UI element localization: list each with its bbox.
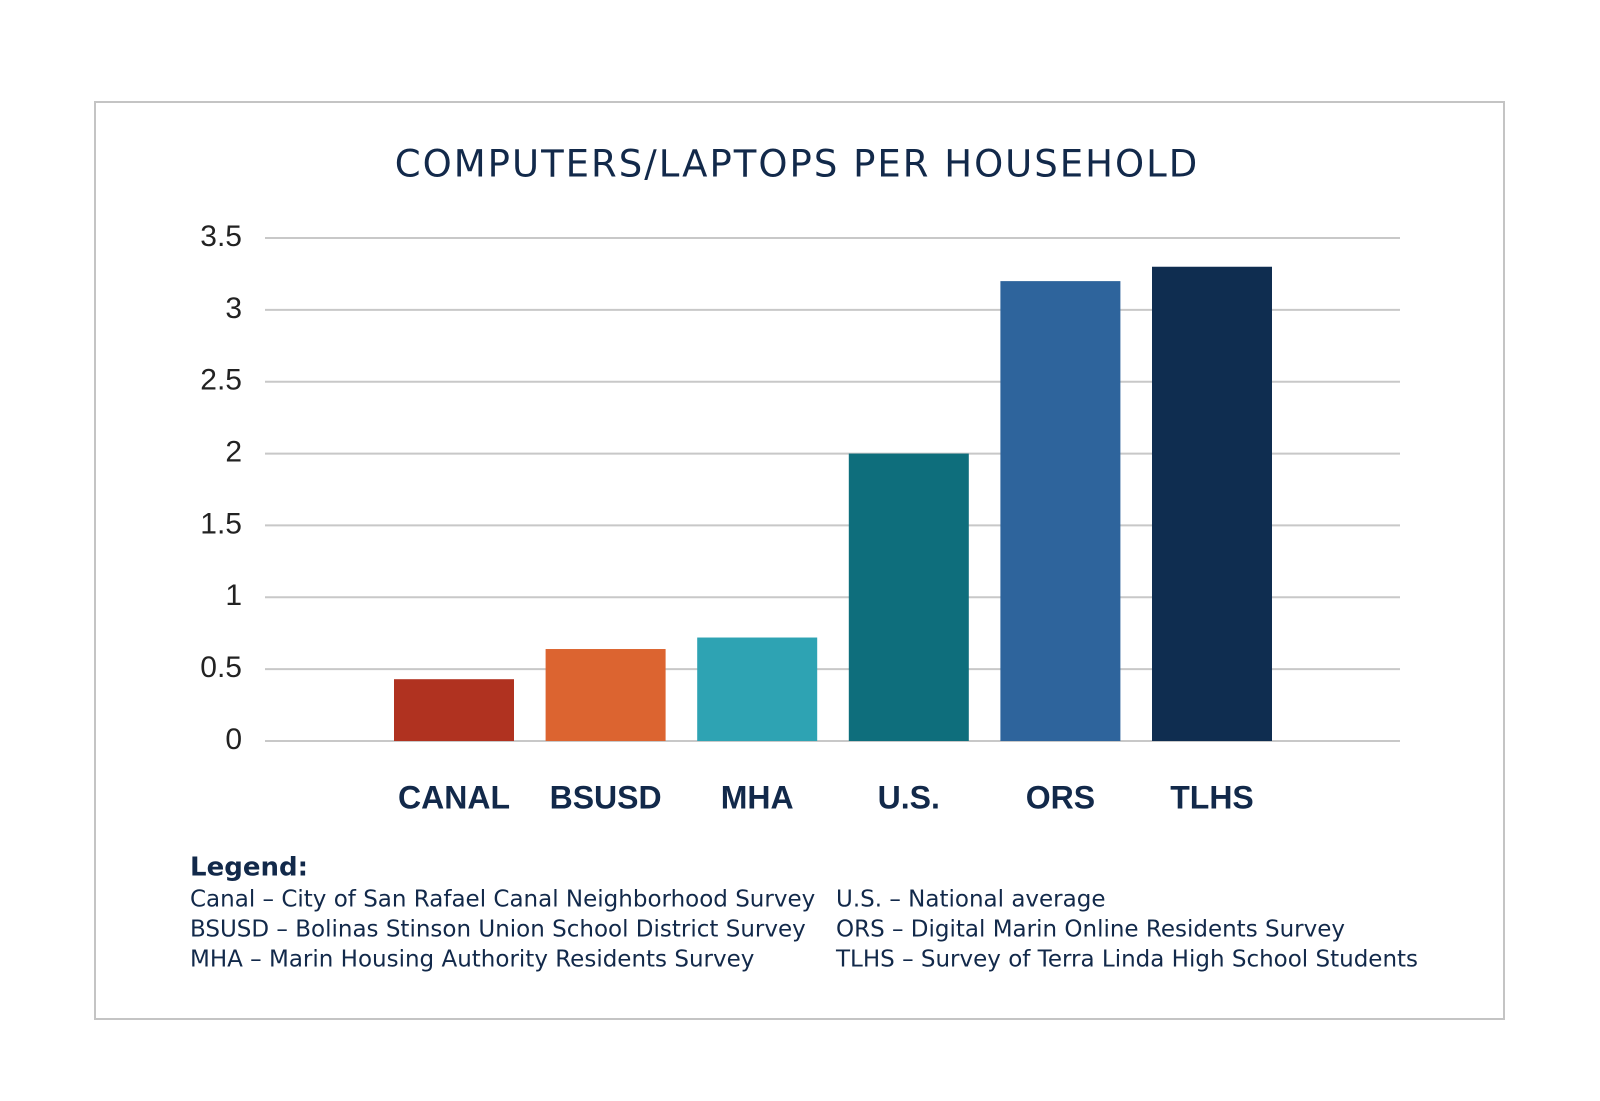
legend-note: BSUSD – Bolinas Stinson Union School Dis… <box>190 917 806 943</box>
legend-title: Legend: <box>190 853 308 883</box>
x-tick-label: TLHS <box>1170 779 1254 815</box>
y-tick-label: 2.5 <box>200 364 242 397</box>
bar <box>848 453 969 741</box>
x-tick-label: BSUSD <box>550 779 662 815</box>
bar <box>697 637 818 741</box>
bar <box>394 679 514 741</box>
y-tick-label: 0 <box>225 723 242 756</box>
legend-note: Canal – City of San Rafael Canal Neighbo… <box>190 887 815 913</box>
bar <box>1000 281 1121 741</box>
legend-note: MHA – Marin Housing Authority Residents … <box>190 947 754 973</box>
x-tick-label: ORS <box>1026 779 1095 815</box>
y-tick-label: 3.5 <box>200 220 242 253</box>
y-tick-label: 3 <box>225 292 242 325</box>
bar <box>1152 266 1272 741</box>
legend-note: TLHS – Survey of Terra Linda High School… <box>835 947 1418 973</box>
y-tick-label: 1 <box>225 579 242 612</box>
legend-note: U.S. – National average <box>836 887 1106 913</box>
chart-title: COMPUTERS/LAPTOPS PER HOUSEHOLD <box>395 143 1199 186</box>
legend-note: ORS – Digital Marin Online Residents Sur… <box>836 917 1345 943</box>
bar <box>545 649 666 741</box>
x-tick-label: MHA <box>721 779 794 815</box>
y-tick-label: 0.5 <box>200 651 242 684</box>
y-tick-label: 2 <box>225 435 242 468</box>
x-tick-label: U.S. <box>878 779 940 815</box>
y-tick-label: 1.5 <box>200 507 242 540</box>
x-tick-label: CANAL <box>398 779 510 815</box>
